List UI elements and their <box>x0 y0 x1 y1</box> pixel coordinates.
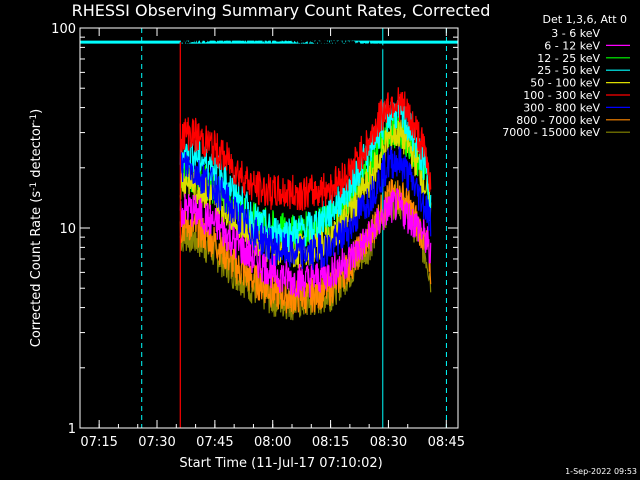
series-line-300-to-800kev <box>179 145 432 270</box>
chart-title: RHESSI Observing Summary Count Rates, Co… <box>72 1 491 20</box>
series-line-800-to-7000kev <box>179 179 432 315</box>
x-tick-label: 08:45 <box>428 435 465 450</box>
x-tick-label: 07:30 <box>138 435 175 450</box>
series-line-3-to-6kev <box>179 34 432 73</box>
y-axis-ticks: 1 10 100 <box>51 22 458 437</box>
legend-label: 7000 - 15000 keV <box>502 126 600 139</box>
y-axis-label: Corrected Count Rate (s-1 detector-1) <box>29 109 44 347</box>
legend-title: Det 1,3,6, Att 0 <box>543 13 627 26</box>
x-axis-ticks: 07:15 07:30 07:45 08:00 08:15 08:30 08:45 <box>80 28 465 450</box>
legend-label: 800 - 7000 keV <box>516 114 600 127</box>
y-tick-label: 1 <box>68 422 76 437</box>
legend-label: 12 - 25 keV <box>537 52 600 65</box>
series-line-100-to-300kev <box>179 87 432 211</box>
x-tick-label: 08:00 <box>254 435 291 450</box>
y-tick-label: 10 <box>59 222 76 237</box>
series-line-6-to-12kev <box>179 188 432 298</box>
x-tick-label: 08:15 <box>312 435 349 450</box>
plot-area <box>79 28 458 428</box>
legend-label: 100 - 300 keV <box>523 89 600 102</box>
x-tick-label: 08:30 <box>370 435 407 450</box>
legend-label: 3 - 6 keV <box>551 27 600 40</box>
timestamp-label: 1-Sep-2022 09:53 <box>565 467 637 476</box>
legend-label: 25 - 50 keV <box>537 64 600 77</box>
x-tick-label: 07:45 <box>196 435 233 450</box>
legend-label: 6 - 12 keV <box>544 39 600 52</box>
x-tick-label: 07:15 <box>80 435 117 450</box>
y-tick-label: 100 <box>51 22 76 37</box>
x-axis-label: Start Time (11-Jul-17 07:10:02) <box>179 456 382 471</box>
legend-label: 300 - 800 keV <box>523 101 600 114</box>
legend-label: 50 - 100 keV <box>530 77 600 90</box>
